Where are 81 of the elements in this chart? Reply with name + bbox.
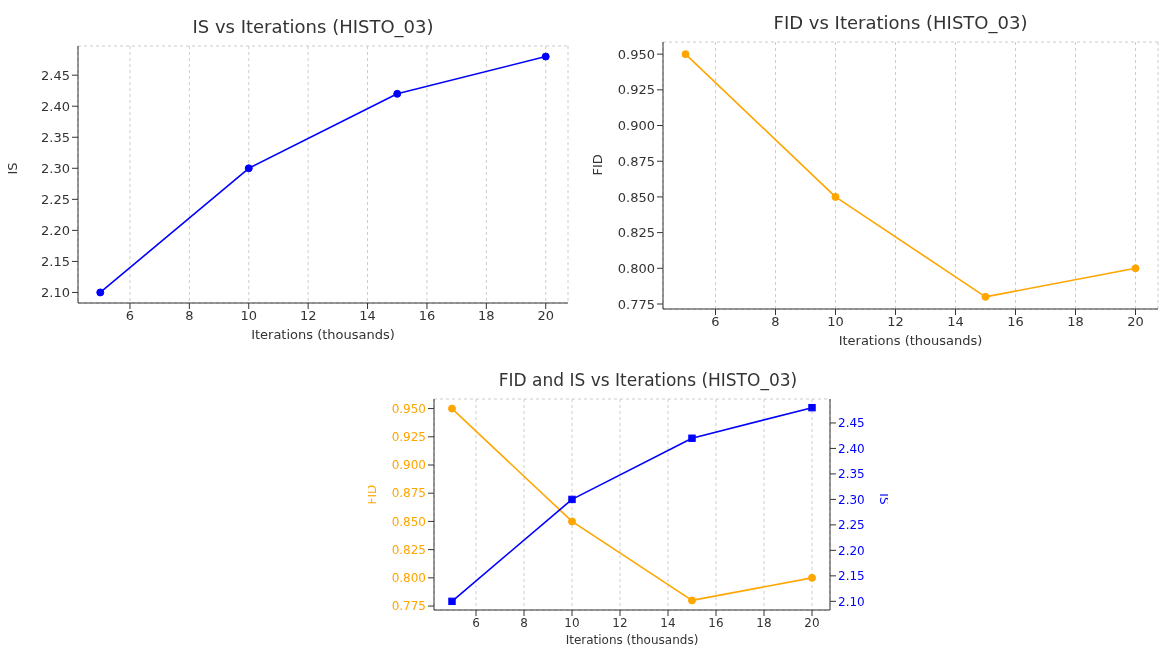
y2-tick-label: 2.35 (838, 467, 865, 482)
y-tick-label: 2.25 (41, 191, 70, 207)
y-tick-label: 0.850 (617, 189, 655, 205)
y2-tick-label: 2.20 (838, 543, 865, 558)
y-tick-label: 0.925 (391, 430, 426, 445)
point (541, 52, 550, 61)
x-tick-label: 14 (660, 615, 676, 630)
x-tick-label: 10 (564, 615, 580, 630)
x-axis-title: Iterations (thousands) (250, 326, 396, 343)
point (688, 596, 696, 605)
y-tick-label: 0.950 (391, 401, 426, 416)
y-axis-title: FID (365, 484, 380, 505)
y-tick-label: 0.875 (391, 486, 426, 501)
x-tick-label: 16 (1007, 314, 1024, 330)
y-tick-label: 0.850 (391, 514, 426, 529)
x-tick-label: 18 (756, 615, 772, 630)
x-tick-label: 20 (804, 615, 820, 630)
point (831, 192, 840, 201)
x-tick-label: 8 (771, 314, 780, 330)
y-tick-label: 0.775 (391, 599, 426, 614)
y2-axis-title: IS (876, 493, 891, 505)
y2-tick-label: 2.25 (838, 518, 865, 533)
point (393, 89, 402, 98)
point (568, 495, 576, 504)
point (681, 50, 690, 59)
x-tick-label: 18 (478, 308, 495, 324)
x-tick-label: 8 (520, 615, 528, 630)
point (1131, 264, 1140, 273)
y2-tick-label: 2.40 (838, 441, 865, 456)
x-axis-title: Iterations (thousands) (837, 332, 984, 349)
y-tick-label: 2.15 (41, 254, 70, 270)
point (568, 517, 576, 526)
x-tick-label: 16 (418, 308, 436, 324)
x-axis-title: Iterations (thousands) (564, 632, 700, 648)
point (448, 597, 456, 606)
x-tick-label: 6 (711, 314, 720, 330)
y2-tick-label: 2.45 (838, 416, 865, 431)
x-tick-label: 6 (472, 615, 480, 630)
x-tick-label: 20 (537, 308, 554, 324)
chart-title: FID vs Iterations (HISTO_03) (772, 12, 1029, 36)
y-axis-title: FID (589, 154, 605, 176)
point (808, 573, 816, 582)
x-tick-label: 20 (1127, 314, 1144, 330)
chart-title: IS vs Iterations (HISTO_03) (191, 16, 435, 40)
point (448, 404, 456, 413)
x-tick-label: 8 (185, 308, 194, 324)
point (96, 288, 105, 297)
x-tick-label: 18 (1067, 314, 1084, 330)
x-tick-label: 12 (887, 314, 904, 330)
x-tick-label: 10 (827, 314, 844, 330)
y-tick-label: 0.875 (617, 153, 655, 169)
x-tick-label: 6 (125, 308, 135, 324)
point (688, 434, 696, 442)
point (808, 403, 816, 412)
point (244, 164, 253, 173)
y-tick-label: 0.775 (617, 296, 655, 312)
y-tick-label: 0.800 (391, 571, 426, 586)
y2-tick-label: 2.15 (838, 569, 865, 584)
y-tick-label: 2.20 (41, 222, 70, 238)
y-tick-label: 2.35 (41, 129, 70, 145)
point (981, 292, 990, 301)
y-tick-label: 0.825 (391, 542, 426, 557)
x-tick-label: 12 (299, 308, 317, 324)
y-tick-label: 2.10 (41, 285, 70, 301)
x-tick-label: 16 (708, 615, 724, 630)
x-tick-label: 14 (947, 314, 964, 330)
y2-tick-label: 2.30 (838, 492, 865, 507)
y-tick-label: 0.800 (617, 260, 655, 276)
y-tick-label: 2.30 (41, 160, 70, 176)
y2-tick-label: 2.10 (838, 594, 865, 609)
y-tick-label: 0.825 (617, 225, 655, 241)
y-tick-label: 0.950 (617, 46, 655, 62)
y-tick-label: 2.45 (41, 67, 70, 83)
x-tick-label: 10 (240, 308, 258, 324)
y-tick-label: 2.40 (41, 98, 70, 114)
chart-title: FID and IS vs Iterations (HISTO_03) (497, 370, 799, 393)
y-tick-label: 0.900 (617, 118, 655, 134)
x-tick-label: 12 (612, 615, 628, 630)
y-tick-label: 0.925 (617, 82, 655, 98)
x-tick-label: 14 (359, 308, 376, 324)
y-tick-label: 0.900 (391, 458, 426, 473)
